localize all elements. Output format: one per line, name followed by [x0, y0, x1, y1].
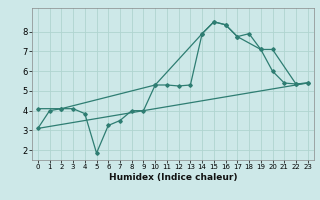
X-axis label: Humidex (Indice chaleur): Humidex (Indice chaleur)	[108, 173, 237, 182]
